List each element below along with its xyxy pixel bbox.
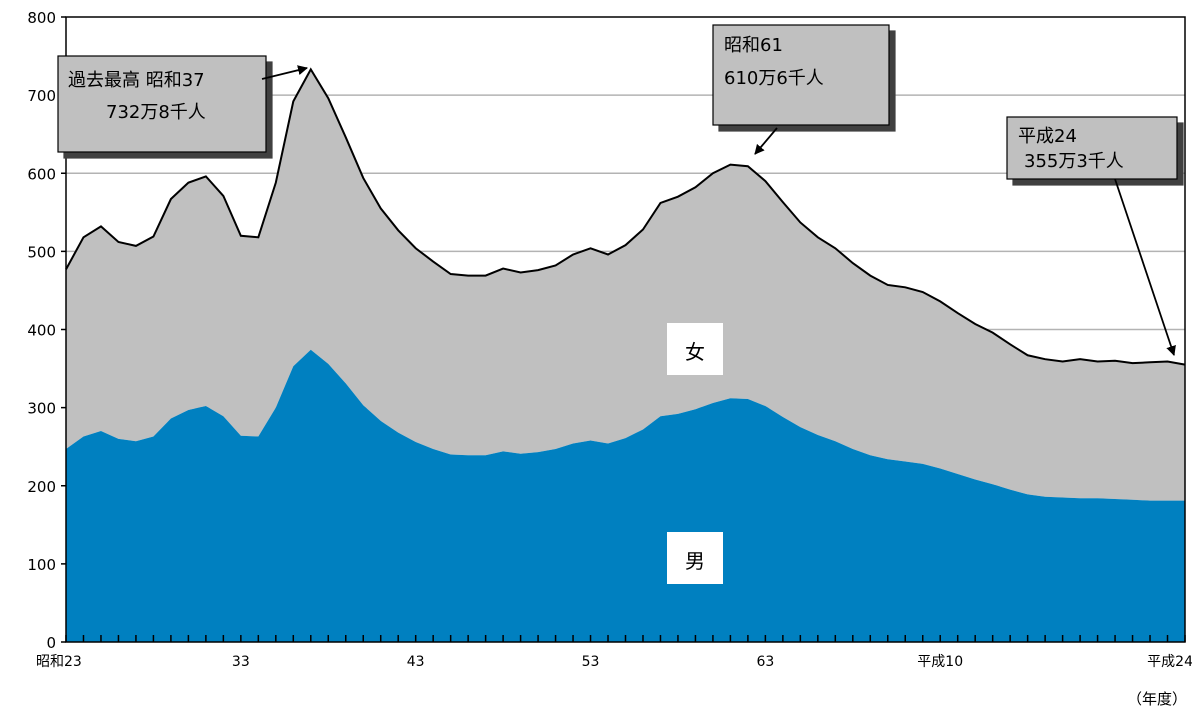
annotation-peak-1962: 過去最高 昭和37 732万8千人 [57,55,308,153]
x-tick-label: 昭和23 [36,654,82,670]
series-label-female-text: 女 [685,340,705,364]
annotation-peak-1962-line1: 過去最高 昭和37 [68,70,205,91]
y-tick-label: 500 [27,243,56,261]
annotation-2012-line1: 平成24 [1018,126,1077,147]
x-axis-label: （年度） [1127,690,1187,708]
y-tick-label: 600 [27,165,56,183]
annotation-2012-line2: 355万3千人 [1024,151,1124,172]
series-label-male-text: 男 [685,549,705,573]
series-label-male: 男 [667,532,723,584]
annotation-peak-1986-box [712,24,890,126]
annotation-peak-1986-line2: 610万6千人 [724,68,824,89]
x-tick-label: 33 [232,654,250,670]
label-layer: 女男 [667,323,723,584]
annotation-2012-box [1006,116,1178,180]
annotation-peak-1962-box [57,55,267,153]
y-tick-label: 400 [27,322,56,340]
annotation-2012-arrow [1114,178,1176,356]
annotation-peak-1962-line2: 732万8千人 [106,102,206,123]
total-line [65,67,1186,366]
annotation-peak-1986-line1: 昭和61 [724,35,783,56]
y-tick-label: 0 [46,634,56,652]
x-tick-label: 53 [582,654,600,670]
series-area-female [66,69,1185,501]
annotation-peak-1986-arrow [754,127,778,155]
series-label-female: 女 [667,323,723,375]
y-tick-label: 100 [27,556,56,574]
annotation-2012: 平成24 355万3千人 [1006,116,1178,356]
annotation-peak-1986: 昭和61 610万6千人 [712,24,890,155]
y-tick-label: 800 [27,9,56,27]
x-tick-label: 平成10 [917,654,963,670]
x-tick-label: 63 [756,654,774,670]
axis-layer: 0 100 200 300 400 500 600 700 800 昭和23 33 43 53 63 平成1… [27,9,1192,708]
annotation-peak-1962-arrow [261,65,308,80]
series-label-male-bg [667,532,723,584]
y-tick-label: 300 [27,400,56,418]
y-tick-label: 700 [27,87,56,105]
x-tick-label: 平成24 [1147,654,1192,670]
series-label-female-bg [667,323,723,375]
y-tick-label: 200 [27,478,56,496]
x-tick-label: 43 [407,654,425,670]
series-area-male [66,349,1185,642]
area-layer [65,67,1186,642]
